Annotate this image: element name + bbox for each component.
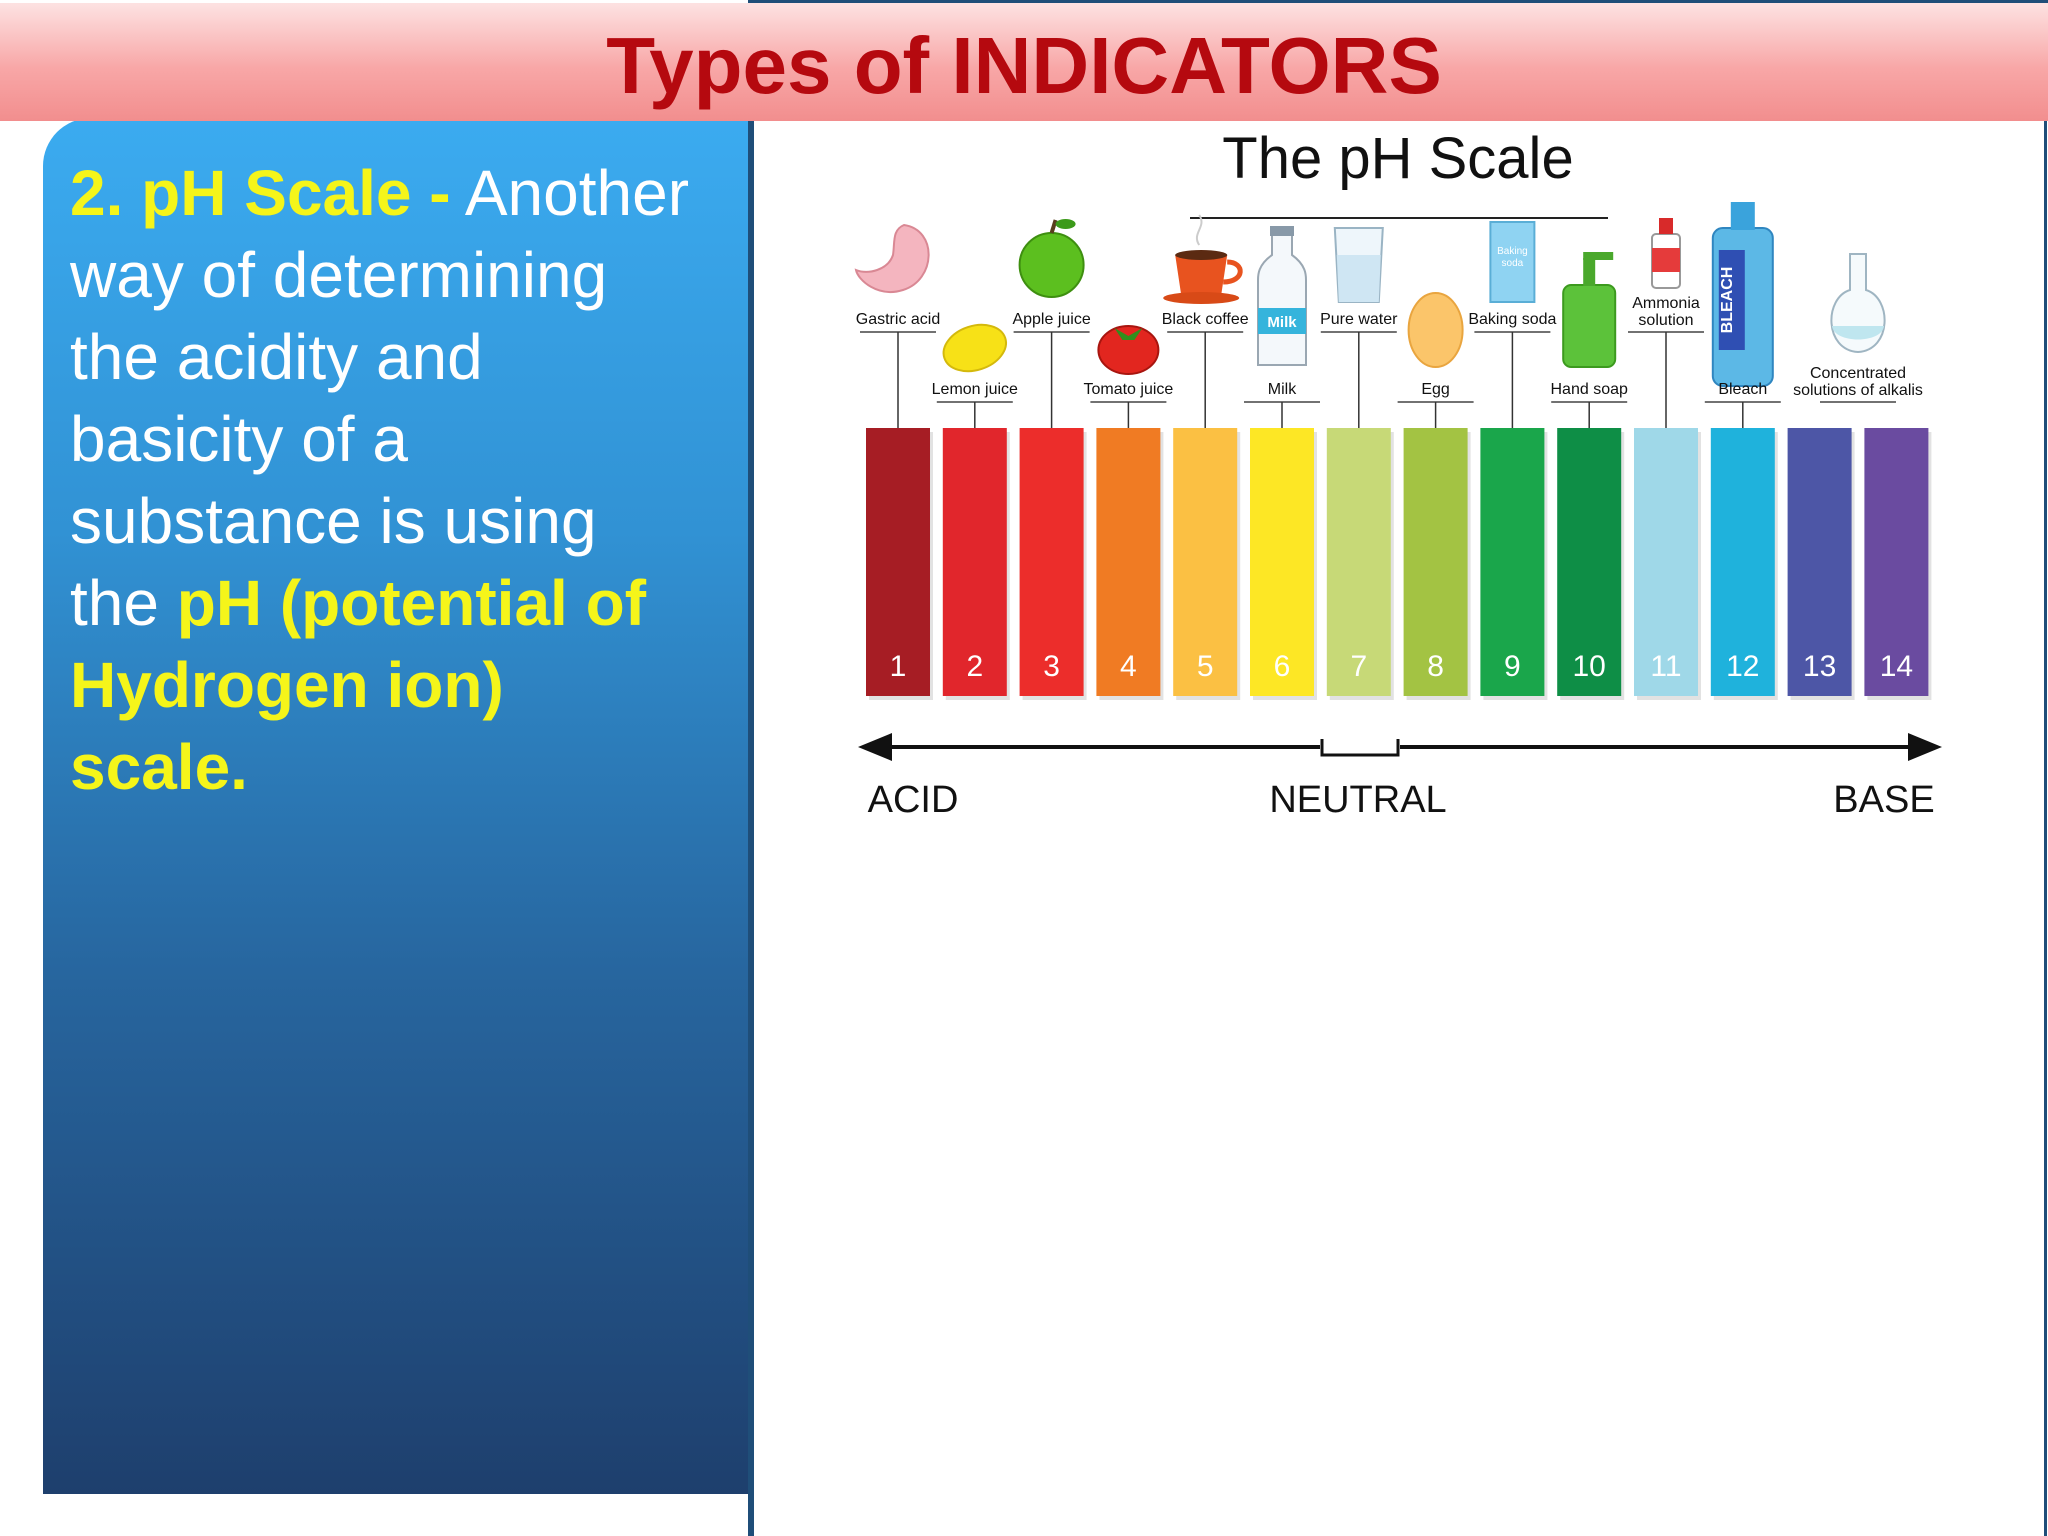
ph-bar-13 — [1787, 428, 1852, 696]
stomach-icon — [854, 223, 930, 293]
ph-bar-8 — [1403, 428, 1468, 696]
substance-label: Egg — [1421, 381, 1449, 398]
ph-number-1: 1 — [890, 650, 907, 683]
ph-scale-figure: The pH Scale Milk Baking soda BLEACH Gastri… — [840, 126, 1960, 840]
ph-number-6: 6 — [1274, 650, 1291, 683]
substance-label: Lemon juice — [932, 381, 1018, 398]
bleach-label — [1718, 250, 1745, 350]
ph-number-12: 12 — [1726, 650, 1759, 683]
bleach-label-text: BLEACH — [1719, 267, 1736, 334]
ph-number-4: 4 — [1120, 650, 1137, 683]
ph-number-9: 9 — [1504, 650, 1521, 683]
substance-label: Concentrated solutions of alkalis — [1793, 365, 1923, 399]
ammonia-label — [1652, 248, 1680, 272]
acid-label: ACID — [868, 779, 959, 821]
ph-bar-3 — [1019, 428, 1084, 696]
left-text-panel — [43, 118, 748, 1494]
chart-title: The pH Scale — [1222, 130, 1573, 191]
ph-number-5: 5 — [1197, 650, 1214, 683]
ph-bar-9 — [1480, 428, 1545, 696]
panel-heading: 2. pH Scale - — [70, 157, 451, 229]
acid-arrowhead — [858, 733, 892, 761]
coffee-surface — [1175, 250, 1228, 260]
ph-bar-12 — [1710, 428, 1775, 696]
soap-pump — [1583, 258, 1596, 286]
ammonia-cap — [1659, 218, 1673, 234]
flask-liquid — [1832, 326, 1884, 340]
ph-bar-7 — [1326, 428, 1391, 696]
ph-bar-14 — [1864, 428, 1929, 696]
apple-leaf — [1055, 219, 1076, 229]
lemon-icon — [942, 323, 1007, 373]
substance-label: Ammonia solution — [1632, 295, 1700, 329]
ph-bar-6 — [1250, 428, 1314, 696]
substance-label: Milk — [1268, 381, 1297, 398]
baking-soda-box-text: Baking soda — [1497, 246, 1528, 269]
milk-label-text: Milk — [1267, 314, 1297, 331]
ph-number-3: 3 — [1043, 650, 1060, 683]
ph-number-8: 8 — [1427, 650, 1444, 683]
title-bar: Types of INDICATORS — [0, 3, 2048, 121]
coffee-saucer — [1163, 292, 1240, 304]
substance-label: Bleach — [1718, 381, 1767, 398]
slide-title: Types of INDICATORS — [606, 21, 1442, 110]
ph-number-10: 10 — [1573, 650, 1606, 683]
panel-highlight: pH (potential of Hydrogen ion) scale. — [70, 567, 646, 803]
base-label: BASE — [1833, 779, 1934, 821]
ph-number-11: 11 — [1650, 650, 1681, 683]
ph-number-14: 14 — [1880, 650, 1913, 683]
baking-soda-box-icon — [1489, 221, 1536, 303]
ph-bars: 1 2 3 4 5 6 7 8 9 10 11 12 13 14 — [866, 428, 1932, 700]
substance-label: Baking soda — [1468, 311, 1556, 328]
panel-paragraph: 2. pH Scale - Another way of determining… — [70, 152, 690, 808]
steam — [1195, 214, 1203, 246]
panel-body: Another way of determining the acidity a… — [70, 157, 689, 639]
base-arrowhead — [1908, 733, 1942, 761]
coffee-handle — [1222, 259, 1243, 285]
substance-label: Pure water — [1320, 311, 1398, 328]
milk-cap — [1270, 226, 1294, 236]
milk-label — [1258, 308, 1306, 334]
substance-label: Apple juice — [1012, 311, 1090, 328]
top-rule — [748, 0, 2048, 3]
ph-bar-5 — [1173, 428, 1238, 696]
ph-bar-2 — [942, 428, 1007, 696]
substance-label: Tomato juice — [1083, 381, 1173, 398]
acid-base-axis: ACID NEUTRAL BASE — [858, 733, 1942, 821]
substance-label: Hand soap — [1551, 381, 1628, 398]
egg-icon — [1407, 292, 1464, 368]
tomato-leaves — [1114, 328, 1143, 340]
ph-number-2: 2 — [966, 650, 983, 683]
ph-bar-11 — [1634, 428, 1698, 696]
bleach-cap — [1730, 202, 1755, 230]
apple-icon — [1018, 232, 1085, 298]
neutral-bracket — [1320, 739, 1400, 757]
neutral-label: NEUTRAL — [1269, 779, 1446, 821]
ph-number-7: 7 — [1350, 650, 1367, 683]
panel-divider — [748, 118, 754, 1536]
right-rule — [2044, 0, 2047, 1536]
ph-bar-4 — [1096, 428, 1161, 696]
water-level — [1336, 255, 1381, 302]
pictograms: Milk Baking soda BLEACH — [854, 202, 1886, 387]
ph-number-13: 13 — [1803, 650, 1836, 683]
apple-stem — [1049, 219, 1058, 234]
tomato-icon — [1097, 325, 1160, 375]
ph-bar-10 — [1557, 428, 1622, 696]
substance-label: Black coffee — [1162, 311, 1249, 328]
coffee-cup-icon — [1175, 255, 1228, 295]
milk-bottle-icon — [1257, 232, 1307, 366]
ph-scale-chart: The pH Scale Milk Baking soda BLEACH Gastri… — [854, 126, 1942, 821]
ph-bar-1 — [866, 428, 930, 696]
substance-label: Gastric acid — [856, 311, 940, 328]
hand-soap-icon — [1562, 284, 1617, 368]
soap-nozzle — [1583, 252, 1614, 260]
